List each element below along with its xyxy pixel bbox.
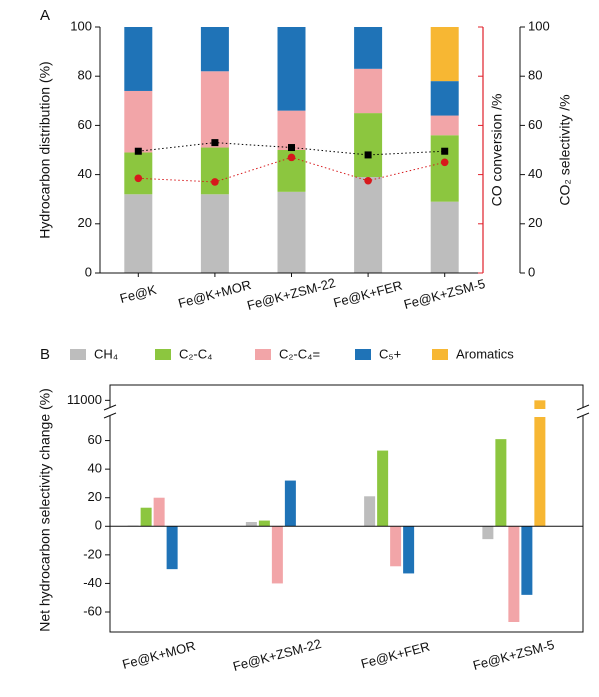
- bar: [284, 480, 296, 527]
- bar: [245, 522, 257, 527]
- bar-segment: [354, 68, 383, 114]
- y-tick-label: 100: [70, 18, 92, 33]
- legend-swatch: [355, 349, 371, 360]
- bar-segment: [354, 27, 383, 69]
- panel-label: A: [40, 7, 50, 24]
- axis-break-mark: [103, 404, 117, 419]
- point: [134, 147, 142, 155]
- bar: [166, 526, 178, 570]
- bar-segment: [277, 191, 306, 273]
- bar-segment: [200, 71, 229, 148]
- legend-swatch: [432, 349, 448, 360]
- bar-segment: [277, 110, 306, 150]
- bar: [364, 496, 376, 527]
- y3-tick-label: 0: [528, 264, 535, 279]
- y2-axis-label: CO conversion /%: [489, 94, 505, 207]
- y-tick-label: 40: [78, 166, 92, 181]
- y-axis-label: Hydrocarbon distribution (%): [37, 61, 53, 238]
- plot-frame: [109, 384, 584, 633]
- y3-tick-label: 60: [528, 117, 542, 132]
- bar: [521, 526, 533, 595]
- bar-segment: [430, 115, 459, 136]
- bar: [403, 526, 415, 574]
- y3-tick-label: 20: [528, 215, 542, 230]
- y-tick-label: -20: [83, 546, 102, 561]
- y-tick-label: 20: [78, 215, 92, 230]
- bar-segment: [200, 147, 229, 195]
- y-tick-label: 0: [85, 264, 92, 279]
- bar: [258, 520, 270, 527]
- point: [441, 147, 449, 155]
- bar: [377, 450, 389, 527]
- y3-axis-label: CO₂ selectivity /%: [557, 94, 573, 205]
- y-tick-label: -60: [83, 603, 102, 618]
- legend-swatch: [155, 349, 171, 360]
- y-tick-label: 11000: [67, 392, 102, 407]
- y-axis-label: Net hydrocarbon selectivity change (%): [37, 388, 53, 632]
- bar-segment: [354, 177, 383, 273]
- bar-segment: [124, 27, 153, 91]
- y-tick-label: 60: [78, 117, 92, 132]
- point: [211, 178, 219, 186]
- bar: [153, 497, 165, 527]
- panel-label: B: [40, 346, 50, 363]
- bar-segment: [354, 113, 383, 178]
- bar-segment: [200, 27, 229, 72]
- bar-segment: [124, 152, 153, 195]
- bar-segment: [430, 201, 459, 273]
- y-tick-label: -40: [83, 575, 102, 590]
- bar: [271, 526, 283, 584]
- bar: [534, 400, 546, 527]
- bar-segment: [277, 27, 306, 111]
- y3-tick-label: 40: [528, 166, 542, 181]
- legend-label: CH₄: [94, 346, 118, 361]
- bar-segment: [430, 81, 459, 116]
- bar: [140, 507, 152, 527]
- legend-label: C₅+: [379, 346, 401, 361]
- legend-swatch: [70, 349, 86, 360]
- y-tick-label: 0: [95, 518, 102, 533]
- axis-break-mark: [576, 404, 590, 419]
- point: [287, 153, 296, 162]
- y-tick-label: 40: [88, 461, 102, 476]
- legend-label: Aromatics: [456, 346, 514, 361]
- y3-tick-label: 80: [528, 68, 542, 83]
- point: [364, 176, 372, 185]
- legend-swatch: [255, 349, 271, 360]
- point: [440, 158, 449, 167]
- legend-label: C₂-C₄=: [279, 346, 320, 361]
- axis-break-gap: [111, 409, 582, 417]
- bar: [390, 526, 402, 567]
- bar: [508, 526, 520, 622]
- legend-label: C₂-C₄: [179, 346, 212, 361]
- bar-segment: [200, 194, 229, 273]
- point: [288, 144, 295, 152]
- y3-tick-label: 100: [528, 18, 550, 33]
- y-tick-label: 60: [88, 432, 102, 447]
- point: [364, 151, 372, 159]
- bar-segment: [430, 27, 459, 82]
- bar-segment: [124, 90, 153, 153]
- y-tick-label: 80: [78, 68, 92, 83]
- dotted-line: [138, 142, 445, 156]
- point: [134, 174, 143, 183]
- bar: [495, 439, 507, 527]
- bar-segment: [430, 135, 459, 202]
- bar-segment: [124, 194, 153, 273]
- bar: [482, 526, 494, 540]
- y-tick-label: 20: [88, 489, 102, 504]
- point: [211, 139, 219, 147]
